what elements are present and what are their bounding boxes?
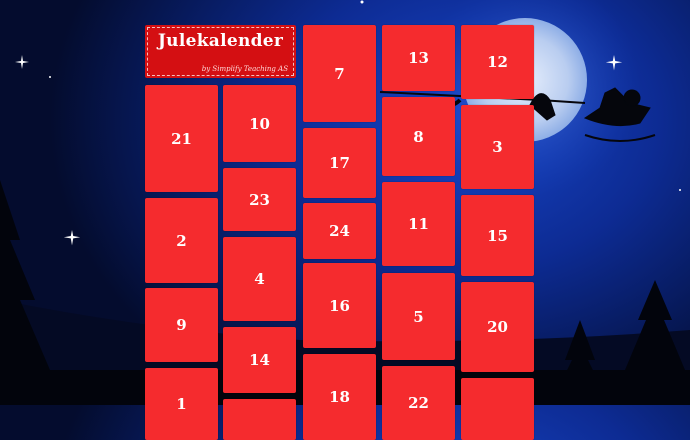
door-number: 5 (413, 307, 424, 326)
calendar-door[interactable]: 8 (382, 97, 455, 176)
page-subtitle: by Simplify Teaching AS (201, 65, 288, 73)
calendar-door[interactable]: 23 (223, 168, 296, 231)
calendar-door[interactable]: 14 (223, 327, 296, 393)
door-number: 20 (487, 318, 508, 336)
page-title: Julekalender (157, 31, 284, 51)
calendar-door[interactable]: 5 (382, 273, 455, 360)
door-number: 16 (329, 296, 350, 315)
stars (15, 0, 681, 246)
door-number: 8 (413, 127, 424, 146)
calendar-door[interactable]: 4 (223, 237, 296, 321)
door-number: 18 (329, 388, 350, 406)
calendar-door[interactable]: 10 (223, 85, 296, 162)
calendar-header: Julekalender by Simplify Teaching AS (145, 25, 296, 78)
door-number: 3 (492, 138, 503, 156)
calendar-door[interactable]: 24 (303, 203, 376, 259)
calendar-door[interactable]: 9 (145, 288, 218, 362)
calendar-door[interactable]: 16 (303, 263, 376, 348)
calendar-door[interactable]: 17 (303, 128, 376, 198)
door-number: 11 (408, 215, 429, 233)
calendar-door[interactable]: 2 (145, 198, 218, 283)
calendar-door[interactable] (223, 399, 296, 440)
door-number: 7 (334, 64, 345, 83)
door-number: 12 (487, 53, 508, 71)
door-number: 1 (176, 395, 187, 413)
calendar-door[interactable]: 15 (461, 195, 534, 276)
calendar-door[interactable]: 18 (303, 354, 376, 440)
calendar-door[interactable] (461, 378, 534, 440)
door-number: 21 (171, 129, 192, 148)
door-number: 24 (329, 222, 350, 240)
door-number: 2 (176, 231, 187, 250)
calendar-door[interactable]: 13 (382, 25, 455, 91)
door-number: 23 (249, 190, 270, 209)
door-number: 17 (329, 154, 350, 172)
calendar-door[interactable]: 3 (461, 105, 534, 189)
calendar-door[interactable]: 21 (145, 85, 218, 192)
calendar-door[interactable]: 11 (382, 182, 455, 266)
door-number: 14 (249, 351, 270, 369)
calendar-door[interactable]: 12 (461, 25, 534, 99)
calendar-door[interactable]: 7 (303, 25, 376, 122)
door-number: 9 (176, 316, 187, 334)
calendar-door[interactable]: 20 (461, 282, 534, 372)
calendar-door[interactable]: 1 (145, 368, 218, 440)
door-number: 15 (487, 226, 508, 245)
calendar-door[interactable]: 22 (382, 366, 455, 440)
door-number: 13 (408, 49, 429, 67)
door-number: 22 (408, 394, 429, 412)
door-number: 4 (254, 270, 265, 288)
door-number: 10 (249, 114, 270, 133)
